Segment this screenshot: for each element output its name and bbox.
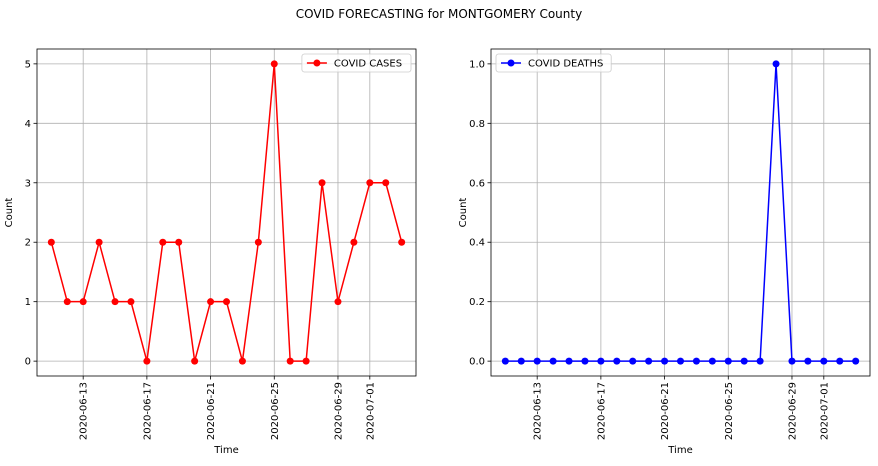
data-point: [517, 357, 525, 365]
data-point: [852, 357, 860, 365]
x-tick-label: 2020-06-17: [142, 382, 153, 440]
y-tick-label: 0: [25, 357, 31, 368]
y-tick-label: 0.6: [469, 178, 485, 189]
data-point: [629, 357, 637, 365]
data-point: [549, 357, 557, 365]
data-point: [724, 357, 732, 365]
data-point: [207, 298, 215, 306]
legend-label: COVID DEATHS: [528, 59, 603, 70]
y-tick-label: 3: [25, 178, 31, 189]
data-point: [366, 179, 374, 187]
data-point: [47, 238, 55, 246]
data-point: [740, 357, 748, 365]
x-axis-label: Time: [667, 445, 692, 456]
x-tick-label: 2020-06-13: [79, 382, 90, 440]
data-point: [302, 357, 310, 365]
x-tick-label: 2020-06-21: [206, 382, 217, 440]
data-point: [597, 357, 605, 365]
y-tick-label: 5: [25, 59, 31, 70]
data-point: [111, 298, 119, 306]
data-point: [143, 357, 151, 365]
data-point: [661, 357, 669, 365]
data-point: [286, 357, 294, 365]
y-tick-label: 1: [25, 297, 31, 308]
legend: COVID DEATHS: [495, 53, 612, 73]
data-point: [804, 357, 812, 365]
data-point: [613, 357, 621, 365]
y-tick-label: 0.0: [469, 357, 485, 368]
data-point: [63, 298, 71, 306]
data-point: [382, 179, 390, 187]
legend-label: COVID CASES: [334, 59, 402, 70]
data-point: [191, 357, 199, 365]
x-tick-label: 2020-06-17: [596, 382, 607, 440]
y-tick-label: 2: [25, 238, 31, 249]
legend-marker: [507, 59, 515, 67]
legend-marker: [313, 59, 321, 67]
plot-area: [37, 49, 416, 376]
y-tick-label: 4: [25, 119, 31, 130]
data-point: [788, 357, 796, 365]
plot-area: [491, 49, 870, 376]
x-tick-label: 2020-06-29: [787, 382, 798, 440]
legend-box: [301, 53, 412, 73]
x-tick-label: 2020-06-21: [660, 382, 671, 440]
y-tick-label: 0.4: [469, 238, 485, 249]
y-tick-label: 0.8: [469, 119, 485, 130]
x-axis-label: Time: [213, 445, 238, 456]
y-axis-label: Count: [4, 198, 15, 228]
data-point: [223, 298, 230, 306]
data-point: [820, 357, 828, 365]
deaths-chart: 2020-06-13 2020-06-17 2020-06-21 2020-06-25…: [458, 48, 871, 456]
data-point: [533, 357, 541, 365]
y-tick-label: 0.2: [469, 297, 485, 308]
data-point: [79, 298, 87, 306]
legend: COVID CASES: [301, 53, 412, 73]
cases-chart: 2020-06-13 2020-06-17 2020-06-21 2020-06-25…: [4, 48, 417, 456]
data-point: [350, 238, 358, 246]
legend-box: [495, 53, 612, 73]
data-point: [398, 238, 406, 246]
data-point: [772, 60, 780, 68]
x-tick-label: 2020-07-01: [819, 382, 830, 440]
x-tick-label: 2020-07-01: [365, 382, 376, 440]
data-point: [270, 60, 278, 68]
data-point: [95, 238, 103, 246]
x-tick-label: 2020-06-25: [724, 382, 735, 440]
data-point: [238, 357, 246, 365]
y-axis-label: Count: [458, 198, 469, 228]
data-point: [334, 298, 342, 306]
data-point: [501, 357, 509, 365]
y-tick-label: 1.0: [469, 59, 485, 70]
data-point: [708, 357, 716, 365]
data-point: [254, 238, 262, 246]
data-point: [175, 238, 183, 246]
x-tick-label: 2020-06-13: [533, 382, 544, 440]
data-point: [318, 179, 326, 187]
data-point: [159, 238, 167, 246]
data-point: [645, 357, 653, 365]
figure-title: COVID FORECASTING for MONTGOMERY County: [296, 7, 582, 21]
data-point: [836, 357, 844, 365]
data-point: [677, 357, 684, 365]
axes-frame: [36, 48, 417, 377]
data-point: [756, 357, 764, 365]
data-point: [565, 357, 573, 365]
x-tick-label: 2020-06-25: [270, 382, 281, 440]
data-point: [127, 298, 135, 306]
axes-frame: [490, 48, 871, 377]
data-point: [692, 357, 700, 365]
data-point: [581, 357, 589, 365]
x-tick-label: 2020-06-29: [333, 382, 344, 440]
